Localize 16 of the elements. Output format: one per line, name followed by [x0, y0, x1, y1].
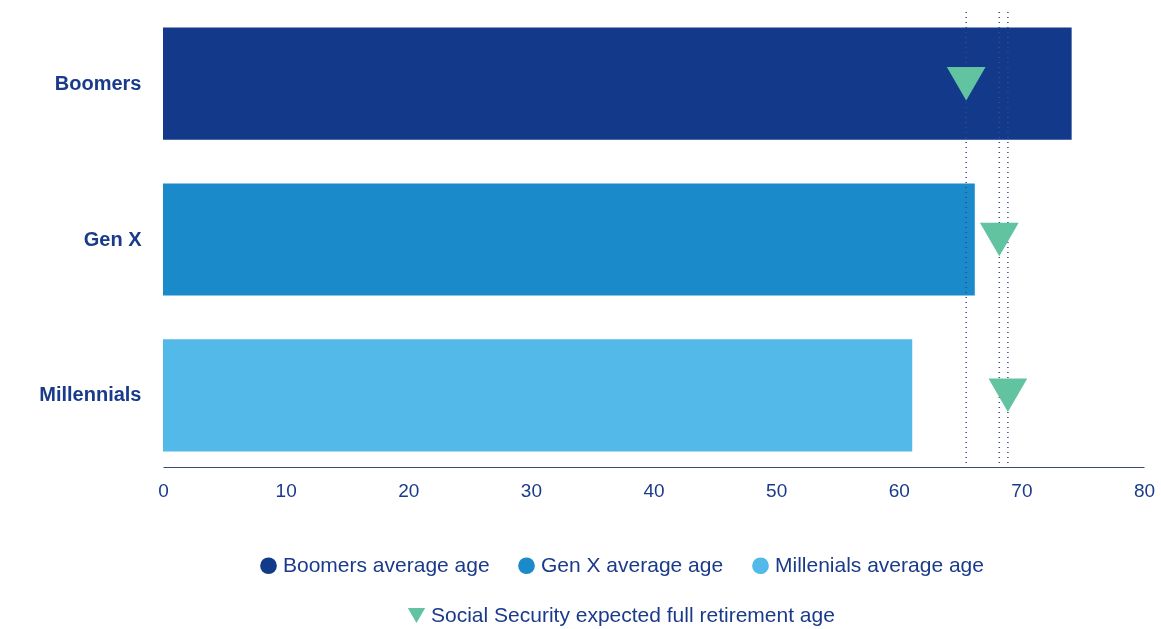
y-tick-label: Millennials: [39, 383, 142, 406]
x-tick-label: 70: [1011, 479, 1033, 501]
y-tick-label: Gen X: [83, 227, 143, 250]
x-tick-label: 40: [643, 479, 665, 501]
x-tick-label: 30: [520, 479, 542, 501]
x-tick-label: 60: [888, 479, 910, 501]
x-tick-label: 10: [275, 479, 297, 501]
y-tick-label: Boomers: [54, 71, 142, 94]
x-tick-label: 50: [766, 479, 788, 501]
x-tick-label: 0: [158, 479, 169, 501]
legend-label: Gen X average age: [541, 552, 724, 576]
legend-label: Millenials average age: [775, 552, 984, 576]
legend-label: Social Security expected full retirement age: [431, 602, 835, 626]
legend-label: Boomers average age: [283, 552, 490, 576]
x-tick-label: 20: [398, 479, 420, 501]
x-tick-label: 80: [1133, 479, 1156, 501]
